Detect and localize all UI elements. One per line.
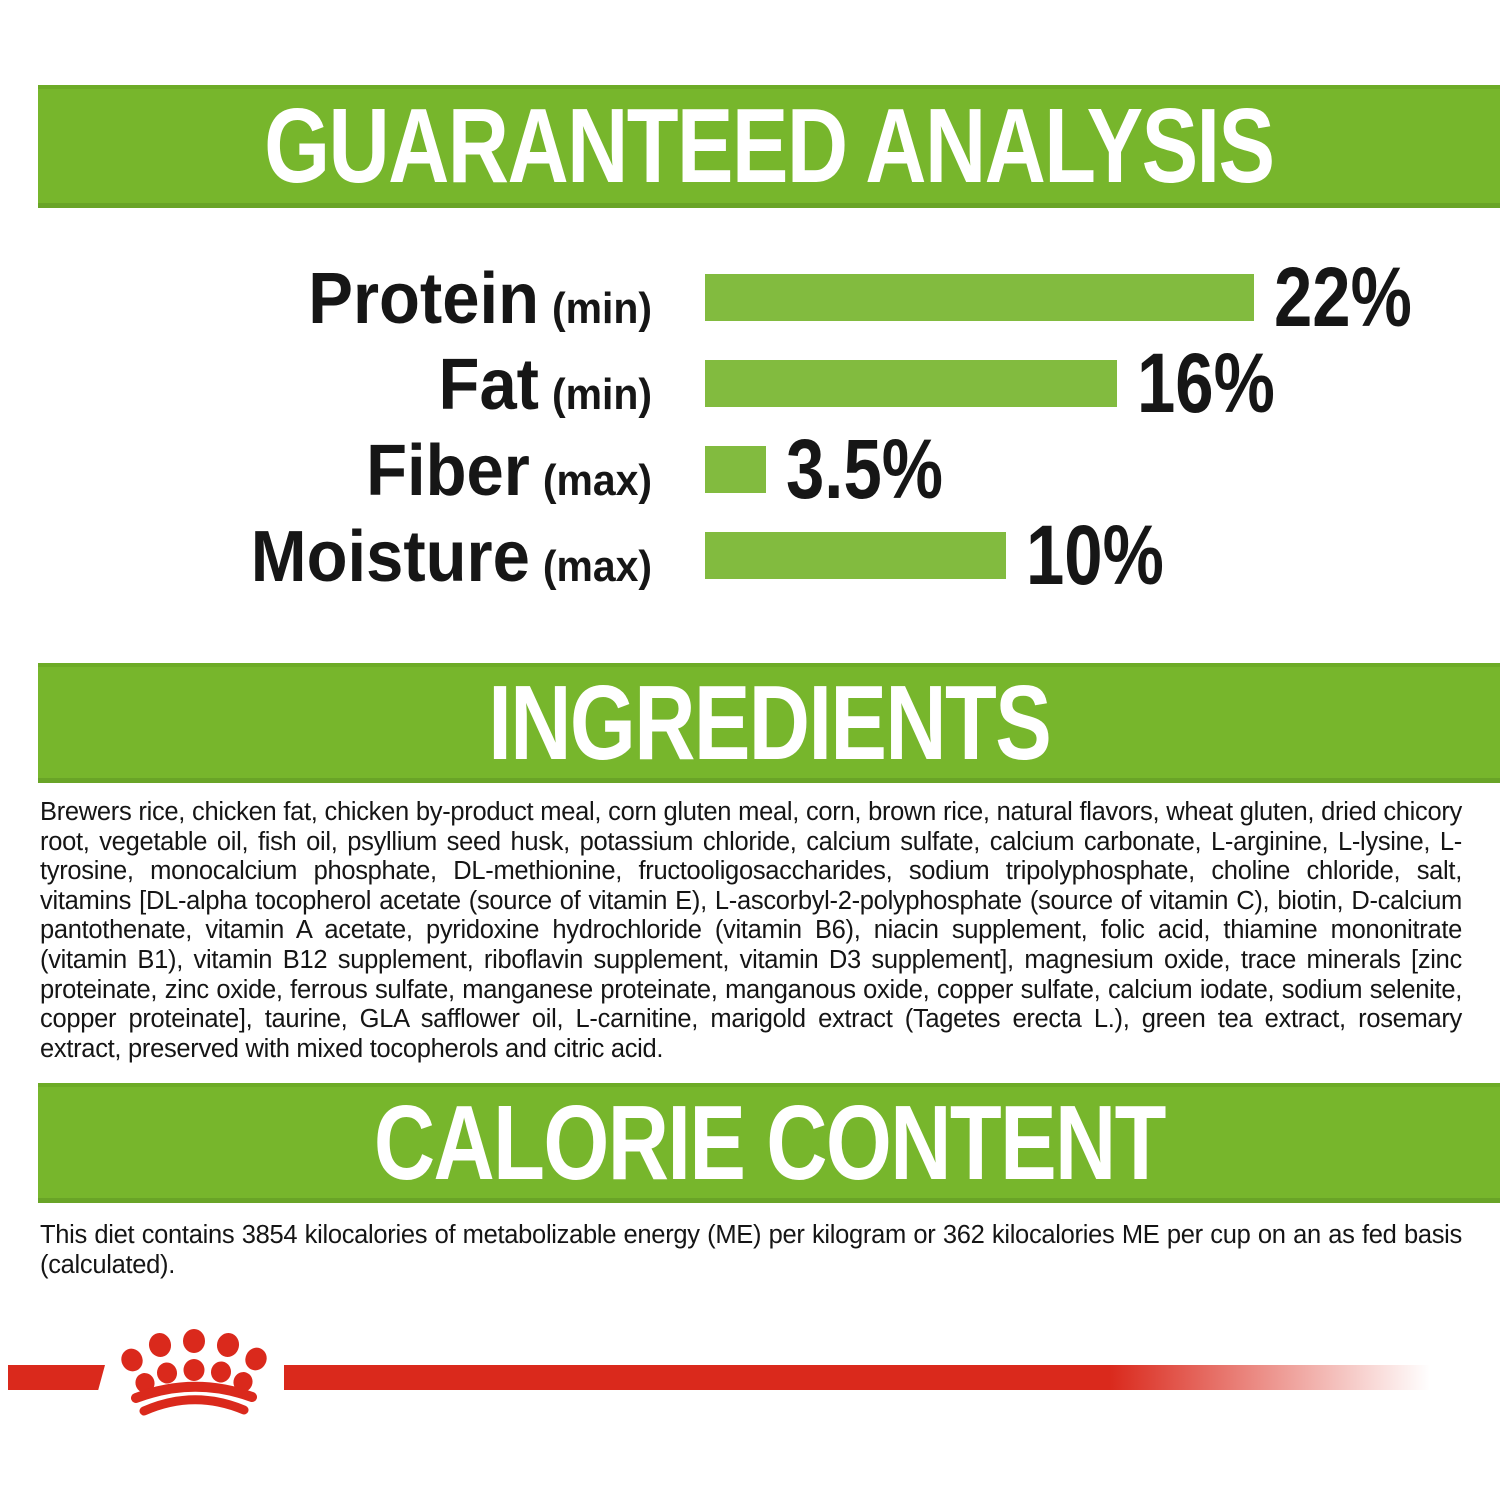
guaranteed-analysis-title: GUARANTEED ANALYSIS [264, 87, 1275, 205]
nutrient-value: 10% [1026, 508, 1164, 602]
nutrient-label: Moisture (max) [46, 521, 652, 593]
royal-canin-crown-icon [121, 1329, 267, 1416]
nutrient-qualifier: (min) [551, 284, 652, 333]
red-divider-right [284, 1365, 1430, 1390]
ga-row: Fiber (max) 3.5% [0, 422, 1500, 516]
ingredients-banner: INGREDIENTS [38, 663, 1500, 783]
nutrient-bar [705, 360, 1117, 407]
calorie-content-paragraph: This diet contains 3854 kilocalories of … [40, 1221, 1462, 1279]
nutrient-label: Protein (min) [46, 263, 652, 335]
nutrient-value: 3.5% [786, 422, 944, 516]
nutrient-name: Fiber [366, 431, 530, 511]
nutrient-value: 22% [1274, 250, 1412, 344]
nutrient-name: Fat [438, 345, 539, 425]
nutrient-bar [705, 532, 1006, 579]
guaranteed-analysis-banner: GUARANTEED ANALYSIS [38, 85, 1500, 208]
nutrient-qualifier: (max) [542, 456, 652, 505]
calorie-content-banner: CALORIE CONTENT [38, 1083, 1500, 1203]
nutrient-qualifier: (max) [542, 542, 652, 591]
ga-row: Protein (min) 22% [0, 250, 1500, 344]
guaranteed-analysis-chart: Protein (min) 22% Fat (min) 16% Fiber (max) 3.5%… [0, 208, 1500, 663]
nutrient-bar [705, 446, 766, 493]
ga-row: Moisture (max) 10% [0, 508, 1500, 602]
ingredients-title: INGREDIENTS [488, 663, 1052, 782]
red-divider-left [8, 1365, 105, 1390]
nutrient-name: Protein [308, 259, 539, 339]
calorie-content-title: CALORIE CONTENT [373, 1083, 1167, 1202]
nutrient-label: Fat (min) [46, 349, 652, 421]
nutrient-value: 16% [1137, 336, 1275, 430]
ingredients-paragraph: Brewers rice, chicken fat, chicken by-pr… [40, 798, 1462, 1063]
ga-row: Fat (min) 16% [0, 336, 1500, 430]
nutrient-bar [705, 274, 1254, 321]
nutrient-qualifier: (min) [551, 370, 652, 419]
nutrient-name: Moisture [250, 517, 530, 597]
nutrient-label: Fiber (max) [46, 435, 652, 507]
